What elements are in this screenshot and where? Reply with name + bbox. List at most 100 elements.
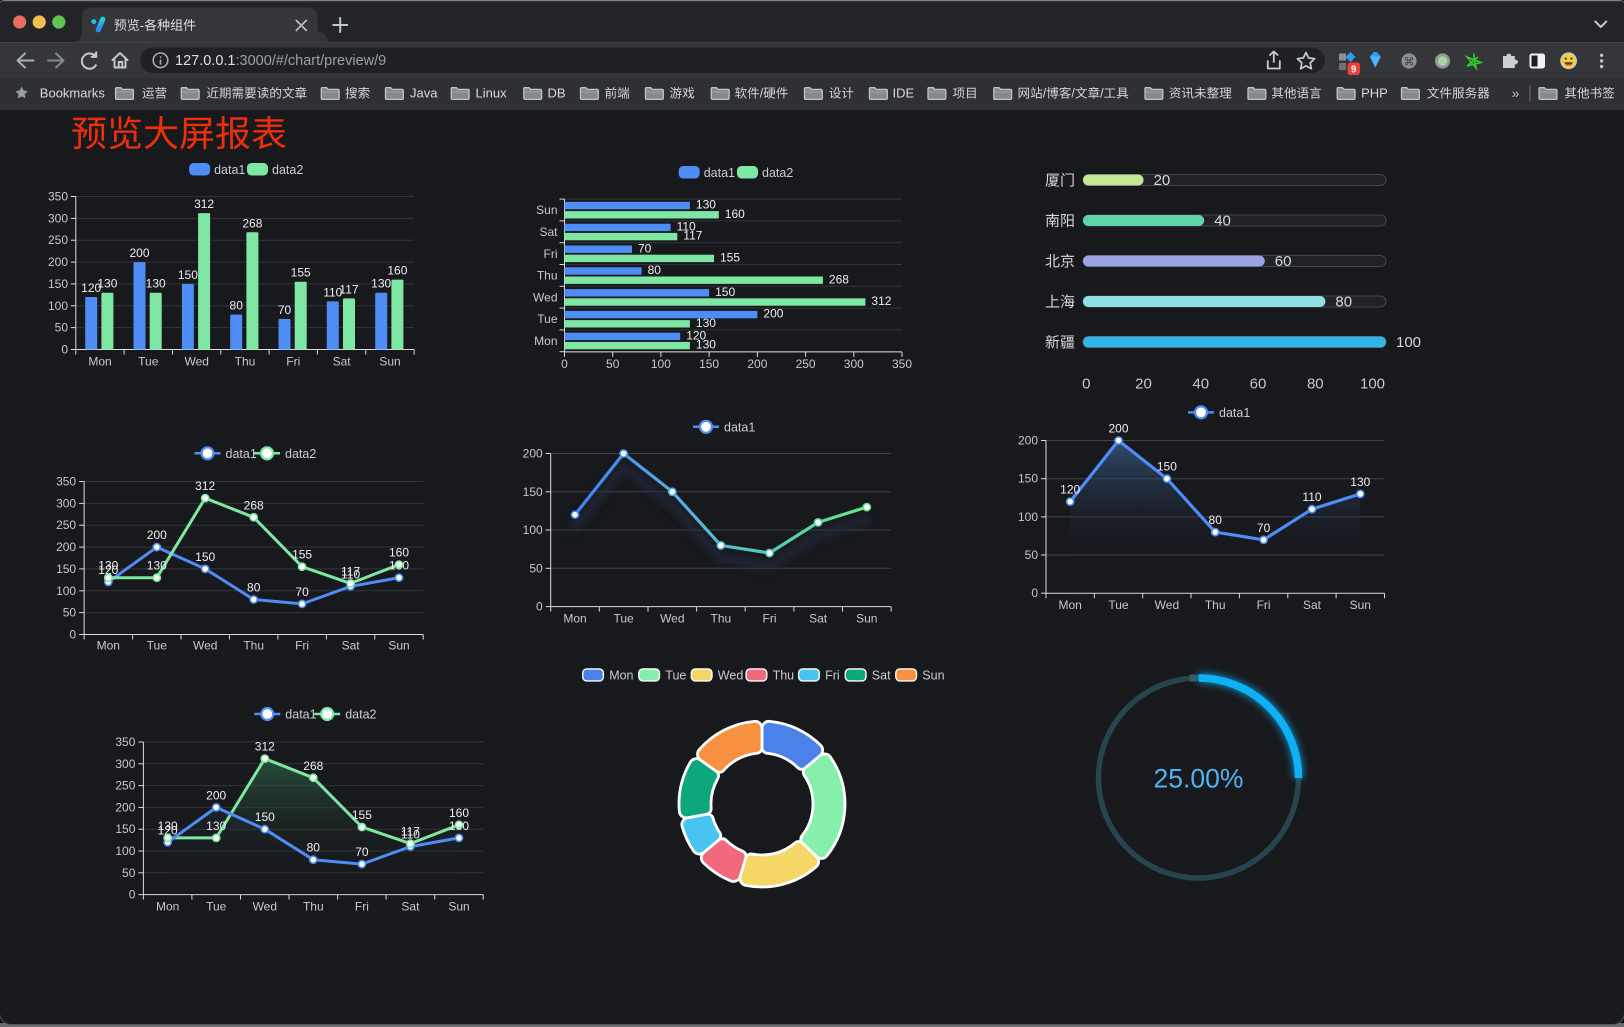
- svg-text:Tue: Tue: [1108, 598, 1129, 612]
- svg-text:0: 0: [536, 600, 543, 614]
- svg-text:Fri: Fri: [825, 669, 840, 683]
- svg-text:50: 50: [529, 561, 543, 575]
- svg-text:-: -: [140, 18, 144, 33]
- svg-text:120: 120: [81, 281, 101, 295]
- svg-text:100: 100: [523, 523, 543, 537]
- svg-text:160: 160: [389, 546, 409, 560]
- svg-text:80: 80: [1209, 513, 1223, 527]
- svg-text:200: 200: [48, 255, 68, 269]
- svg-text:312: 312: [194, 197, 214, 211]
- svg-text:130: 130: [696, 316, 716, 330]
- svg-text:Sat: Sat: [401, 900, 420, 914]
- svg-text:120: 120: [686, 329, 706, 343]
- svg-text:Wed: Wed: [193, 639, 217, 653]
- svg-text:312: 312: [255, 740, 275, 754]
- svg-text:200: 200: [523, 447, 543, 461]
- svg-text:/: /: [1043, 87, 1047, 101]
- svg-text:Bookmarks: Bookmarks: [40, 85, 106, 100]
- svg-text:300: 300: [844, 357, 864, 371]
- svg-text:80: 80: [1307, 376, 1324, 393]
- svg-text:130: 130: [206, 819, 226, 833]
- svg-text:0: 0: [1031, 586, 1038, 600]
- svg-text:Mon: Mon: [97, 639, 120, 653]
- svg-text:40: 40: [1214, 213, 1231, 230]
- svg-text:155: 155: [291, 266, 311, 280]
- svg-text:200: 200: [115, 800, 135, 814]
- svg-text:120: 120: [158, 823, 178, 837]
- svg-text:110: 110: [323, 285, 342, 299]
- svg-text:117: 117: [339, 282, 358, 296]
- svg-text:Sat: Sat: [333, 355, 352, 369]
- svg-text:Mon: Mon: [156, 900, 179, 914]
- svg-text:150: 150: [523, 485, 543, 499]
- svg-text:60: 60: [1275, 253, 1292, 270]
- svg-text:Fri: Fri: [544, 247, 558, 261]
- svg-text:130: 130: [696, 338, 716, 352]
- svg-text:50: 50: [55, 321, 69, 335]
- svg-text:300: 300: [56, 496, 76, 510]
- svg-text:Thu: Thu: [243, 639, 264, 653]
- svg-text:Tue: Tue: [138, 355, 159, 369]
- svg-text:130: 130: [1350, 475, 1370, 489]
- svg-text:268: 268: [244, 498, 264, 512]
- svg-text:Sun: Sun: [1350, 598, 1371, 612]
- svg-text:/: /: [1100, 87, 1104, 101]
- svg-text:150: 150: [715, 285, 735, 299]
- svg-text:/: /: [760, 87, 764, 101]
- svg-text:Wed: Wed: [253, 900, 277, 914]
- svg-text:200: 200: [206, 788, 226, 802]
- svg-text:Thu: Thu: [773, 669, 795, 683]
- svg-text:150: 150: [115, 822, 135, 836]
- svg-text:IDE: IDE: [893, 85, 915, 100]
- svg-text:50: 50: [63, 606, 77, 620]
- svg-text:Sun: Sun: [379, 355, 400, 369]
- svg-text:0: 0: [561, 357, 568, 371]
- svg-text:0: 0: [61, 343, 68, 357]
- svg-text:130: 130: [696, 198, 716, 212]
- svg-text:150: 150: [195, 550, 215, 564]
- svg-text:312: 312: [195, 479, 215, 493]
- svg-text:150: 150: [56, 562, 76, 576]
- svg-text:Fri: Fri: [1257, 598, 1271, 612]
- svg-text:117: 117: [341, 564, 360, 578]
- svg-text:Sun: Sun: [448, 900, 469, 914]
- svg-text:Thu: Thu: [235, 355, 256, 369]
- svg-text:Tue: Tue: [206, 900, 227, 914]
- svg-text:127.0.0.1:3000/#/chart/preview: 127.0.0.1:3000/#/chart/preview/9: [175, 53, 386, 69]
- svg-text:Wed: Wed: [660, 612, 684, 626]
- svg-text:50: 50: [1025, 548, 1039, 562]
- svg-text:data1: data1: [285, 708, 316, 722]
- svg-text:117: 117: [683, 229, 702, 243]
- svg-text:»: »: [1512, 85, 1520, 101]
- svg-text:155: 155: [352, 808, 372, 822]
- svg-text:Sun: Sun: [922, 669, 944, 683]
- svg-text:200: 200: [1018, 434, 1038, 448]
- svg-text:80: 80: [247, 581, 261, 595]
- svg-text:Sat: Sat: [342, 639, 361, 653]
- svg-text:300: 300: [115, 757, 135, 771]
- svg-text:/: /: [1071, 87, 1075, 101]
- svg-text:Wed: Wed: [718, 669, 744, 683]
- svg-text:Wed: Wed: [533, 290, 557, 304]
- svg-text:100: 100: [651, 357, 671, 371]
- svg-text:70: 70: [295, 585, 309, 599]
- svg-text:160: 160: [725, 207, 745, 221]
- svg-text:100: 100: [115, 844, 135, 858]
- svg-text:Tue: Tue: [613, 612, 634, 626]
- svg-text:150: 150: [48, 277, 68, 291]
- svg-text:70: 70: [638, 241, 652, 255]
- svg-text:Tue: Tue: [665, 669, 686, 683]
- svg-text:0: 0: [129, 888, 136, 902]
- svg-text:data1: data1: [724, 420, 755, 434]
- svg-text:Fri: Fri: [763, 612, 777, 626]
- svg-text:data2: data2: [285, 447, 316, 461]
- svg-text:data1: data1: [704, 166, 735, 180]
- svg-text:Fri: Fri: [286, 355, 300, 369]
- svg-text:130: 130: [98, 559, 118, 573]
- svg-text:data2: data2: [272, 163, 303, 177]
- svg-text:50: 50: [606, 357, 620, 371]
- svg-text:data1: data1: [214, 163, 245, 177]
- svg-text:200: 200: [1108, 422, 1128, 436]
- svg-text:Thu: Thu: [711, 612, 732, 626]
- svg-text:70: 70: [355, 845, 369, 859]
